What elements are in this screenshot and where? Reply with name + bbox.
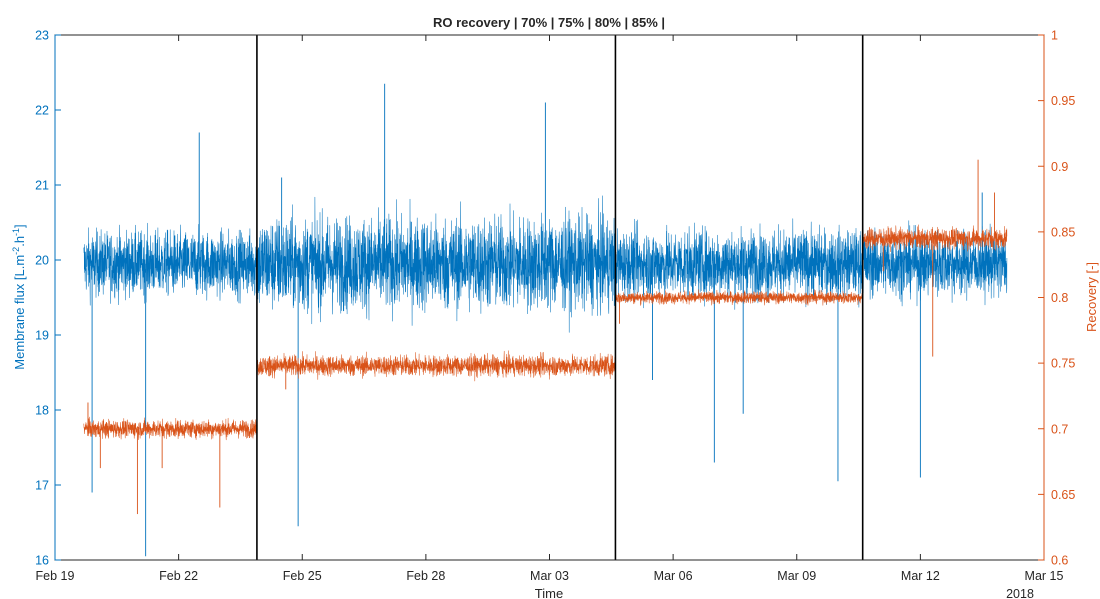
y-left-label-part: .h (12, 236, 27, 247)
y-right-tick-label: 0.9 (1051, 160, 1068, 174)
y-left-tick-label: 19 (35, 329, 49, 343)
series-segment-right (615, 289, 863, 306)
y-right-tick-label: 1 (1051, 29, 1058, 43)
series-segment-right (256, 350, 616, 382)
x-tick-label: Feb 25 (283, 569, 322, 583)
y-right-tick-label: 0.65 (1051, 488, 1075, 502)
y-right-tick-label: 0.75 (1051, 357, 1075, 371)
series-segment-left (256, 195, 616, 333)
phase-boundaries (256, 35, 864, 560)
axes-layer: Feb 19 Feb 22 Feb 25 Feb 28 Mar 03 Mar 06 Mar … (35, 29, 1075, 584)
chart-title: RO recovery | 70% | 75% | 80% | 85% | (433, 15, 665, 30)
x-tick-label: Feb 22 (159, 569, 198, 583)
y-right-tick-label: 0.85 (1051, 225, 1075, 239)
y-left-tick-label: 18 (35, 404, 49, 418)
x-tick-label: Feb 28 (406, 569, 445, 583)
x-tick-label: Mar 06 (654, 569, 693, 583)
series-segment-left (83, 222, 258, 306)
series-left (83, 83, 1008, 557)
x-tick-label: Mar 15 (1025, 569, 1064, 583)
y-left-tick-label: 23 (35, 29, 49, 43)
y-right-tick-label: 0.6 (1051, 554, 1068, 568)
y-left-label-part: ] (12, 224, 27, 228)
y-left-tick-label: 16 (35, 554, 49, 568)
x-tick-label: Feb 19 (36, 569, 75, 583)
y-left-label-superscript: -1 (11, 228, 21, 236)
y-left-tick-label: 20 (35, 254, 49, 268)
y-right-axis-label: Recovery [-] (1084, 262, 1099, 332)
series-layer (83, 83, 1008, 557)
x-axis-year-label: 2018 (1006, 587, 1034, 599)
series-segment-left (615, 218, 863, 310)
series-segment-right (862, 224, 1008, 252)
y-right-tick-label: 0.7 (1051, 422, 1068, 436)
y-left-label-part: Membrane flux [L.m (12, 255, 27, 370)
y-left-tick-label: 22 (35, 104, 49, 118)
y-left-axis-label: Membrane flux [L.m-2.h-1] (11, 224, 27, 369)
y-left-tick-label: 21 (35, 179, 49, 193)
series-segment-right (83, 416, 258, 441)
series-segment-left (862, 220, 1008, 307)
y-right-tick-label: 0.95 (1051, 94, 1075, 108)
y-left-tick-label: 17 (35, 479, 49, 493)
x-tick-label: Mar 12 (901, 569, 940, 583)
y-left-label-superscript: -2 (11, 247, 21, 255)
x-axis-label: Time (535, 586, 563, 599)
y-right-tick-label: 0.8 (1051, 291, 1068, 305)
x-tick-label: Mar 03 (530, 569, 569, 583)
x-tick-label: Mar 09 (777, 569, 816, 583)
